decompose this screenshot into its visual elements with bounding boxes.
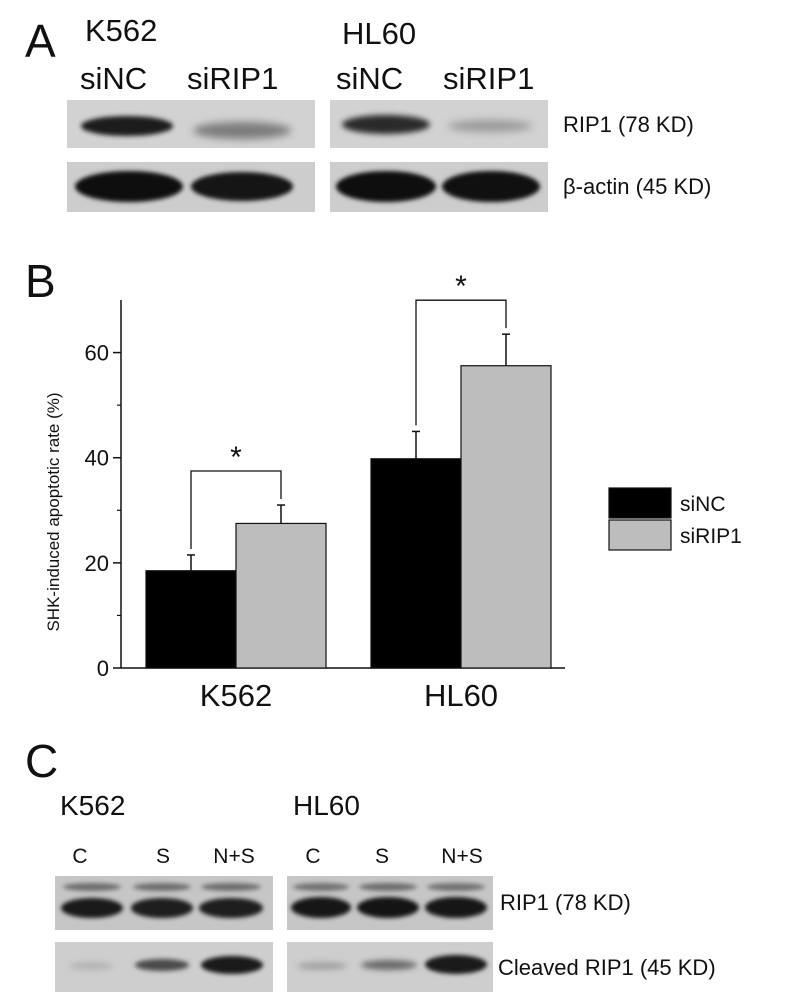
bar-siRIP1-HL60 xyxy=(460,365,552,669)
blot-band xyxy=(75,171,183,202)
blot-band xyxy=(131,898,193,918)
panel-a-blot-actin-hl60 xyxy=(330,162,548,212)
x-tick-label: K562 xyxy=(200,678,272,713)
blot-band xyxy=(61,898,123,918)
y-tick-label: 20 xyxy=(85,551,109,576)
y-tick-label: 40 xyxy=(85,446,109,471)
x-tick-label: HL60 xyxy=(424,678,498,713)
panel-c-hl60-lane-c: C xyxy=(305,845,321,868)
panel-a-blot-rip1-k562 xyxy=(67,100,315,148)
y-tick-label: 60 xyxy=(85,341,109,366)
panel-c-blot-rip1-hl60 xyxy=(287,876,493,930)
blot-band xyxy=(199,898,263,918)
panel-a-letter: A xyxy=(25,15,56,67)
blot-band xyxy=(291,897,351,918)
blot-band xyxy=(336,171,436,202)
bar-siNC-K562 xyxy=(145,570,237,669)
blot-band xyxy=(135,959,189,971)
blot-band xyxy=(357,897,419,918)
blot-band xyxy=(81,116,173,136)
blot-band xyxy=(63,883,121,891)
legend-label-siNC: siNC xyxy=(680,493,726,516)
blot-band xyxy=(448,120,532,132)
blot-band xyxy=(359,883,417,891)
panel-a-k562-label: K562 xyxy=(85,13,158,48)
legend-label-siRIP1: siRIP1 xyxy=(680,525,742,548)
panel-c-letter: C xyxy=(25,735,59,787)
panel-b-letter: B xyxy=(25,255,56,307)
panel-c-k562-lane-c: C xyxy=(72,845,88,868)
blot-band xyxy=(425,897,487,918)
bar-siNC-HL60 xyxy=(370,458,462,669)
blot-band xyxy=(342,115,430,134)
panel-c-blot-cleaved-hl60 xyxy=(287,942,493,992)
blot-band xyxy=(425,955,487,974)
blot-band xyxy=(442,171,540,202)
panel-c-rip1-label: RIP1 (78 KD) xyxy=(500,890,631,915)
blot-band xyxy=(297,962,347,970)
blot-band xyxy=(69,962,113,970)
blot-band xyxy=(293,883,349,891)
blot-band xyxy=(133,883,191,891)
panel-c-hl60-label: HL60 xyxy=(293,790,360,821)
panel-a-hl60-lane-sirip1: siRIP1 xyxy=(443,61,535,96)
panel-a-hl60-label: HL60 xyxy=(342,16,417,51)
panel-c-k562-lane-s: S xyxy=(155,845,170,868)
panel-a-actin-label: β-actin (45 KD) xyxy=(563,174,712,199)
y-tick-label: 0 xyxy=(97,656,109,681)
panel-c-blot-cleaved-k562 xyxy=(55,942,273,992)
panel-a-rip1-label: RIP1 (78 KD) xyxy=(563,112,694,137)
bar-chart: 0 20 40 60 SHK-induced apoptotic rate (%) K56… xyxy=(44,270,742,713)
panel-c-cleaved-label: Cleaved RIP1 (45 KD) xyxy=(498,955,716,980)
blot-band xyxy=(427,883,485,891)
significance-star: * xyxy=(455,270,467,303)
panel-a-blot-rip1-hl60 xyxy=(330,100,548,148)
significance-bracket xyxy=(415,299,507,426)
panel-c-blot-rip1-k562 xyxy=(55,876,273,930)
blot-band xyxy=(201,883,261,891)
panel-c-k562-label: K562 xyxy=(60,790,126,821)
panel-c-hl60-lane-s: S xyxy=(374,845,389,868)
significance-bracket xyxy=(190,470,282,549)
legend-swatch-siNC xyxy=(608,487,672,519)
bar-siRIP1-K562 xyxy=(235,522,327,669)
panel-a-k562-lane-sirip1: siRIP1 xyxy=(187,61,279,96)
significance-star: * xyxy=(230,441,242,474)
blot-band xyxy=(361,960,417,970)
blot-band xyxy=(193,122,291,139)
panel-a-k562-lane-sinc: siNC xyxy=(80,61,148,96)
panel-c-hl60-lane-ns: N+S xyxy=(441,845,483,868)
legend-swatch-siRIP1 xyxy=(608,519,672,551)
panel-a-hl60-lane-sinc: siNC xyxy=(336,61,404,96)
y-axis-label: SHK-induced apoptotic rate (%) xyxy=(44,392,63,631)
panel-a-blot-actin-k562 xyxy=(67,162,315,212)
blot-band xyxy=(191,172,293,201)
blot-band xyxy=(201,956,263,974)
panel-c-k562-lane-ns: N+S xyxy=(213,845,255,868)
